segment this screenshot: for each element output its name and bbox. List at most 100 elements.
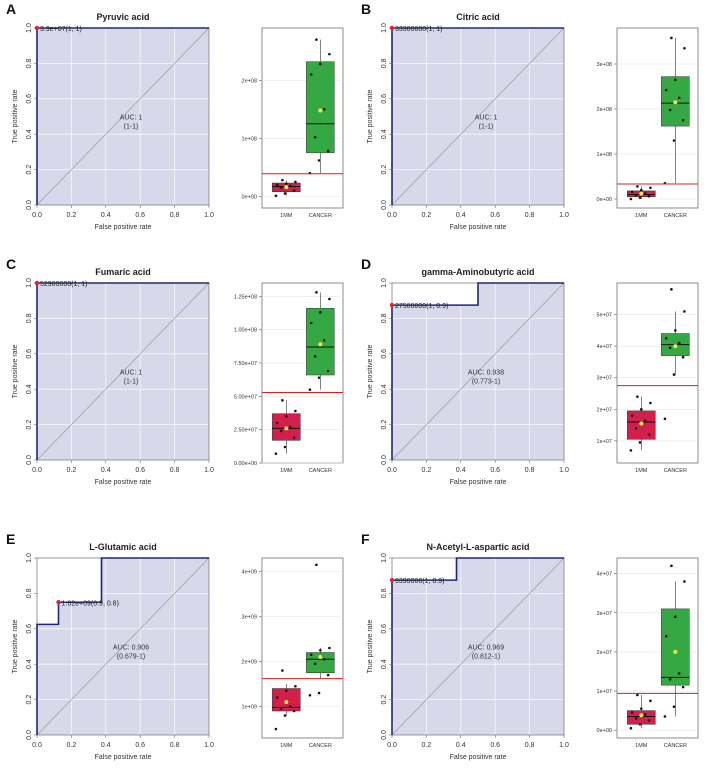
boxplot: 0e+00 1e+08 2e+08 1MM CANCER (242, 27, 344, 219)
roc-diagonal (36, 282, 210, 461)
roc-y-tick-label: 0.8 (26, 58, 33, 68)
roc-y-tick-label: 1.0 (26, 23, 33, 33)
roc-y-tick-label: 0.6 (381, 624, 388, 634)
boxplot: 0.00e+00 2.50e+07 5.00e+07 7.50e+07 1.00e+08… (234, 282, 344, 474)
roc-auc-ci: (0.679-1) (117, 654, 145, 661)
boxplot-y-tick-label: 1e+07 (597, 689, 612, 695)
roc-diagonal (391, 27, 565, 206)
boxplot-point-cancer (328, 646, 331, 650)
roc-cutoff-label: 1.62e+09(0.9, 0.8) (62, 600, 119, 607)
boxplot-point-1mm (279, 429, 283, 433)
roc-plot: 52900000(1, 1) AUC: 1 (1-1) 0.0 0.2 0.4 0.6 0.8… (12, 278, 214, 486)
boxplot-y-tick-label: 4e+07 (597, 344, 612, 350)
boxplot-point-1mm (288, 425, 292, 429)
roc-title: N-Acetyl-L-aspartic acid (426, 542, 529, 552)
roc-y-axis-title: True positive rate (12, 89, 19, 143)
boxplot-point-cancer (681, 118, 685, 122)
roc-x-tick-label: 0.6 (135, 467, 145, 474)
boxplot-x-tick-label: CANCER (309, 468, 332, 474)
roc-x-tick-label: 0.4 (101, 467, 111, 474)
boxplot-point-1mm (281, 669, 284, 672)
boxplot-point-cancer (681, 685, 685, 689)
boxplot-point-cancer (664, 634, 668, 638)
boxplot-box-cancer (306, 308, 335, 376)
boxplot-point-cancer (674, 615, 677, 618)
roc-x-tick-label: 1.0 (204, 212, 214, 219)
boxplot-mean-1mm (284, 426, 289, 431)
roc-y-tick-label: 0.0 (381, 455, 388, 465)
boxplot-mean-1mm (639, 191, 644, 196)
roc-x-tick-label: 0.8 (525, 467, 535, 474)
boxplot-point-cancer (670, 288, 673, 291)
boxplot-point-cancer (319, 311, 322, 314)
roc-x-axis-title: False positive rate (95, 479, 152, 486)
roc-auc-text: AUC: 1 (120, 370, 143, 377)
roc-x-tick-label: 0.6 (135, 742, 145, 749)
boxplot-point-cancer (674, 78, 677, 82)
roc-x-tick-label: 1.0 (559, 467, 569, 474)
panel-label: A (6, 1, 16, 17)
roc-y-tick-label: 0.0 (26, 200, 33, 210)
boxplot-point-cancer (677, 672, 681, 675)
boxplot-point-cancer (672, 139, 676, 142)
boxplot-point-1mm (279, 707, 283, 711)
boxplot-point-cancer (663, 715, 667, 718)
roc-x-tick-label: 0.8 (170, 212, 180, 219)
roc-y-tick-label: 0.8 (26, 313, 33, 323)
boxplot-mean-1mm (639, 713, 644, 718)
boxplot-y-tick-label: 2e+09 (242, 660, 257, 666)
boxplot-point-1mm (275, 183, 279, 187)
roc-y-tick-label: 0.8 (381, 313, 388, 323)
roc-title: Fumaric acid (95, 267, 151, 277)
roc-x-tick-label: 0.6 (490, 467, 500, 474)
roc-y-tick-label: 0.0 (381, 730, 388, 740)
roc-x-tick-label: 0.8 (170, 742, 180, 749)
roc-auc-text: AUC: 1 (475, 115, 498, 122)
boxplot-point-cancer (683, 580, 686, 583)
panel-label: C (6, 256, 16, 272)
boxplot-point-1mm (285, 415, 288, 418)
boxplot-mean-1mm (284, 700, 289, 704)
boxplot-point-cancer (313, 135, 317, 139)
roc-title: Pyruvic acid (96, 12, 149, 22)
boxplot-y-tick-label: 3e+08 (597, 62, 612, 68)
panel-label: F (361, 531, 370, 547)
boxplot-point-1mm (281, 399, 284, 402)
boxplot-point-cancer (670, 36, 673, 40)
boxplot-point-cancer (315, 38, 318, 41)
roc-auc-ci: (1-1) (124, 379, 139, 386)
boxplot-y-tick-label: 1.00e+08 (234, 328, 257, 334)
boxplot-point-1mm (294, 409, 297, 413)
roc-y-tick-label: 0.6 (381, 349, 388, 359)
boxplot-point-cancer (326, 673, 330, 677)
roc-x-axis-title: False positive rate (450, 479, 507, 486)
roc-x-tick-label: 0.2 (422, 742, 432, 749)
roc-plot: 33300000(1, 1) AUC: 1 (1-1) 0.0 0.2 0.4 0.6 0.8… (367, 23, 569, 231)
boxplot-point-1mm (634, 426, 638, 430)
boxplot-mean-cancer (673, 344, 678, 349)
roc-plot: 9390000(1, 0.9) AUC: 0.969 (0.812-1) 0.0 0.2… (367, 553, 569, 761)
boxplot-point-1mm (636, 185, 639, 188)
roc-diagonal (391, 282, 565, 461)
roc-x-tick-label: 0.4 (456, 742, 466, 749)
roc-x-tick-label: 0.0 (387, 467, 397, 474)
boxplot-mean-cancer (673, 649, 678, 654)
roc-y-tick-label: 0.6 (26, 624, 33, 634)
boxplot-y-tick-label: 0.00e+00 (234, 461, 257, 467)
roc-y-tick-label: 0.2 (381, 695, 388, 705)
boxplot-point-1mm (643, 192, 647, 195)
boxplot-point-1mm (274, 727, 278, 731)
boxplot-y-tick-label: 1.25e+08 (234, 294, 257, 300)
roc-x-tick-label: 1.0 (559, 742, 569, 749)
boxplot-point-1mm (638, 723, 642, 726)
boxplot-x-tick-label: 1MM (280, 213, 293, 219)
roc-auc-ci: (0.812-1) (472, 654, 500, 661)
roc-y-tick-label: 0.2 (26, 165, 33, 175)
boxplot-point-cancer (309, 73, 313, 76)
boxplot-point-1mm (636, 693, 639, 697)
boxplot-x-tick-label: CANCER (664, 743, 687, 749)
boxplot-point-1mm (649, 186, 652, 190)
roc-y-tick-label: 0.0 (26, 730, 33, 740)
